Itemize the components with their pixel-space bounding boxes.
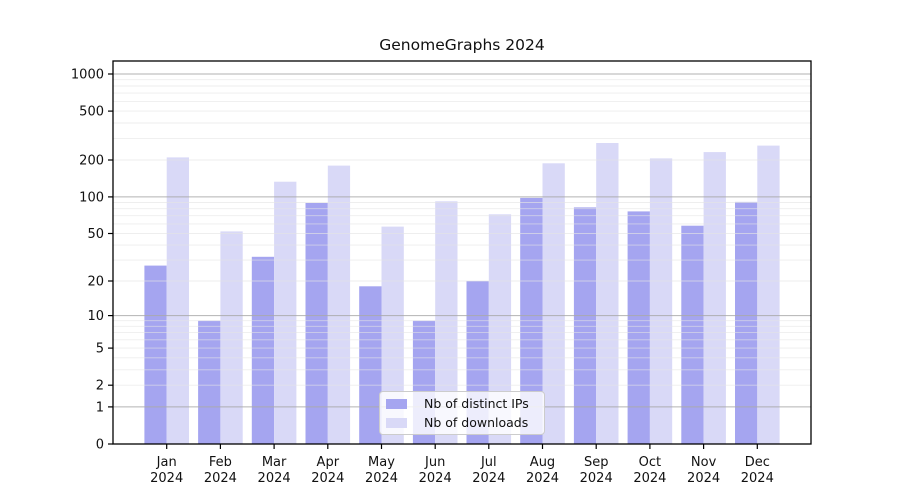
x-tick-label-year: 2024 (258, 471, 291, 486)
bar-downloads (327, 165, 351, 444)
y-tick-label: 1 (96, 400, 104, 415)
bar-distinct-ips (359, 286, 382, 444)
bar-downloads (542, 163, 565, 445)
bar-distinct-ips (681, 225, 704, 444)
bar-downloads (488, 214, 512, 444)
bar-downloads (757, 145, 780, 444)
y-tick-label: 200 (79, 154, 104, 169)
x-tick-label-year: 2024 (741, 471, 774, 486)
y-tick-label: 5 (96, 342, 104, 357)
x-tick-label-year: 2024 (365, 471, 398, 486)
bar-downloads (435, 201, 458, 444)
x-tick-label-month: Jul (480, 455, 497, 470)
y-tick-label: 100 (79, 190, 104, 205)
y-tick-label: 0 (96, 438, 104, 453)
x-tick-label-month: Nov (691, 455, 717, 470)
axes-spines (112, 60, 812, 445)
bar-distinct-ips (735, 201, 758, 444)
x-tick-label-month: Jan (156, 455, 177, 470)
chart-title: GenomeGraphs 2024 (379, 36, 545, 54)
x-tick-label-month: Sep (584, 455, 609, 470)
x-tick-label-year: 2024 (204, 471, 237, 486)
legend-label-ips: Nb of distinct IPs (424, 396, 529, 411)
legend-item-distinct-ips: Nb of distinct IPs (380, 396, 544, 412)
x-tick-label-month: Feb (209, 455, 232, 470)
x-tick-label-year: 2024 (633, 471, 666, 486)
bar-distinct-ips (573, 207, 597, 444)
bar-downloads (166, 157, 189, 444)
legend-label-downloads: Nb of downloads (424, 415, 529, 430)
y-tick-label: 1000 (71, 68, 104, 83)
bar-downloads (703, 152, 726, 444)
y-tick-label: 20 (87, 275, 104, 290)
x-tick-label-month: Apr (317, 455, 340, 470)
bar-downloads (274, 181, 297, 444)
x-tick-label-year: 2024 (419, 471, 452, 486)
x-tick-label-month: Aug (530, 455, 555, 470)
x-tick-label-year: 2024 (150, 471, 183, 486)
bar-distinct-ips (251, 256, 275, 444)
bar-downloads (220, 231, 243, 444)
bar-distinct-ips (305, 203, 328, 444)
legend-item-downloads: Nb of downloads (380, 415, 544, 431)
x-tick-label-month: Dec (745, 455, 770, 470)
x-tick-label-month: Jun (424, 455, 445, 470)
legend-swatch-ips-icon (386, 398, 407, 409)
legend-swatch-downloads-icon (386, 417, 407, 428)
y-tick-label: 500 (79, 105, 104, 120)
bar-distinct-ips (627, 211, 650, 444)
bar-distinct-ips (198, 320, 221, 444)
x-tick-label-month: Mar (262, 455, 287, 470)
bar-downloads (596, 143, 619, 444)
y-tick-label: 2 (96, 379, 104, 394)
y-tick-label: 50 (87, 227, 104, 242)
legend: Nb of distinct IPs Nb of downloads (379, 391, 545, 435)
x-tick-label-year: 2024 (526, 471, 559, 486)
x-tick-label-year: 2024 (311, 471, 344, 486)
bar-downloads (649, 158, 673, 444)
x-tick-label-year: 2024 (472, 471, 505, 486)
y-tick-label: 10 (87, 309, 104, 324)
bar-distinct-ips (144, 265, 167, 444)
x-tick-label-month: May (368, 455, 395, 470)
x-tick-label-year: 2024 (687, 471, 720, 486)
x-tick-label-month: Oct (639, 455, 661, 470)
x-tick-label-year: 2024 (580, 471, 613, 486)
